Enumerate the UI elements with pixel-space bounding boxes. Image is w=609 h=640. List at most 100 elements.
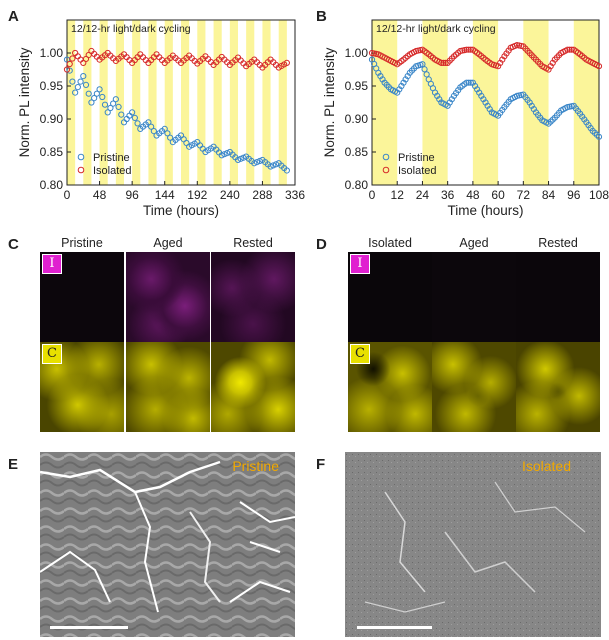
data-point-pristine [96, 86, 103, 93]
data-point-pristine [148, 123, 155, 130]
map-c-aged [126, 342, 210, 432]
scale-bar-f [357, 626, 432, 629]
sem-isolated-texture [345, 452, 601, 637]
row-label-c: C [42, 344, 62, 364]
map-i-aged-d [432, 252, 516, 342]
data-point-pristine [74, 84, 81, 91]
light-band [132, 20, 141, 185]
data-point-isolated [63, 66, 71, 73]
data-point-pristine [101, 101, 109, 108]
x-axis-label: Time (hours) [447, 203, 523, 218]
data-point-pristine [80, 73, 87, 80]
data-point-pristine [77, 78, 84, 85]
light-band [278, 20, 287, 185]
light-band [229, 20, 238, 185]
y-axis-label: Norm. PL intensity [17, 47, 32, 157]
map-c-aged-d [432, 342, 516, 432]
panel-letter-c: C [8, 236, 19, 253]
y-tick-label: 0.95 [345, 79, 369, 93]
x-tick-label: 192 [187, 188, 207, 202]
legend-marker-pristine [382, 153, 390, 161]
data-point-pristine [112, 96, 119, 103]
data-point-pristine [91, 95, 98, 102]
data-point-pristine [251, 160, 258, 167]
data-point-pristine [129, 109, 136, 116]
data-point-pristine [253, 159, 261, 166]
panel-letter-a: A [8, 8, 19, 25]
data-point-pristine [69, 78, 76, 85]
legend-marker-isolated [77, 166, 85, 174]
data-point-pristine [66, 67, 73, 74]
x-tick-label: 36 [441, 188, 455, 202]
data-point-pristine [110, 100, 117, 107]
light-band [148, 20, 157, 185]
map-header-rested-d: Rested [538, 236, 578, 250]
x-tick-label: 144 [155, 188, 175, 202]
legend-marker-isolated [382, 166, 390, 174]
map-i-pristine: I [40, 252, 124, 342]
data-point-pristine [267, 163, 274, 170]
y-tick-label: 0.95 [40, 79, 64, 93]
data-point-pristine [88, 99, 95, 106]
light-band [67, 20, 76, 185]
map-header-aged: Aged [153, 236, 183, 250]
data-point-pristine [224, 150, 231, 157]
y-tick-label: 1.00 [345, 46, 369, 60]
map-header-aged-d: Aged [459, 236, 489, 250]
light-band [115, 20, 124, 185]
y-tick-label: 0.90 [40, 112, 64, 126]
y-axis-label: Norm. PL intensity [322, 47, 337, 157]
legend-label-isolated: Isolated [398, 165, 437, 177]
map-header-isolated: Isolated [368, 236, 412, 250]
x-tick-label: 108 [589, 188, 609, 202]
y-tick-label: 0.85 [40, 145, 64, 159]
sem-pristine-texture [40, 452, 295, 637]
legend-label-isolated: Isolated [93, 165, 132, 177]
data-point-pristine [115, 103, 122, 111]
panel-letter-e: E [8, 456, 19, 473]
data-point-isolated [564, 46, 571, 53]
map-i-rested [211, 252, 295, 342]
sem-label-isolated: Isolated [521, 458, 571, 474]
data-point-pristine [93, 90, 100, 97]
data-point-pristine [167, 134, 174, 141]
data-point-pristine [72, 89, 79, 96]
light-band [246, 20, 255, 185]
light-band [83, 20, 92, 185]
map-c-pristine: C [40, 342, 124, 432]
data-point-pristine [85, 90, 92, 97]
light-band [181, 20, 190, 185]
x-tick-label: 0 [369, 188, 376, 202]
x-tick-label: 60 [491, 188, 505, 202]
panel-letter-d: D [316, 236, 327, 253]
data-point-pristine [272, 161, 280, 168]
sem-image-isolated: Isolated [345, 452, 601, 637]
x-tick-label: 288 [252, 188, 272, 202]
data-point-pristine [234, 156, 242, 164]
row-label-i-d: I [350, 254, 370, 274]
light-band [262, 20, 271, 185]
data-point-isolated [568, 46, 575, 53]
chart-b: 12/12-hr light/dark cycling 0.80 0.85 0.90 0… [322, 19, 609, 218]
data-point-isolated [467, 46, 474, 53]
map-header-rested: Rested [233, 236, 273, 250]
data-point-pristine [99, 93, 106, 101]
data-point-pristine [467, 79, 474, 86]
data-point-pristine [465, 79, 472, 86]
chart-annotation: 12/12-hr light/dark cycling [71, 23, 191, 35]
map-i-rested-d [516, 252, 600, 342]
light-band [197, 20, 206, 185]
panel-letter-f: F [316, 456, 326, 473]
light-band [472, 20, 499, 185]
data-point-pristine [82, 81, 90, 89]
row-label-i: I [42, 254, 62, 274]
legend-label-pristine: Pristine [398, 152, 435, 164]
map-c-rested-d [516, 342, 600, 432]
x-tick-label: 0 [64, 188, 71, 202]
data-point-pristine [107, 104, 114, 112]
data-point-pristine [118, 111, 125, 118]
data-point-pristine [145, 119, 152, 126]
y-tick-label: 1.00 [40, 46, 64, 60]
data-point-pristine [150, 128, 157, 135]
map-header-pristine: Pristine [61, 236, 103, 250]
